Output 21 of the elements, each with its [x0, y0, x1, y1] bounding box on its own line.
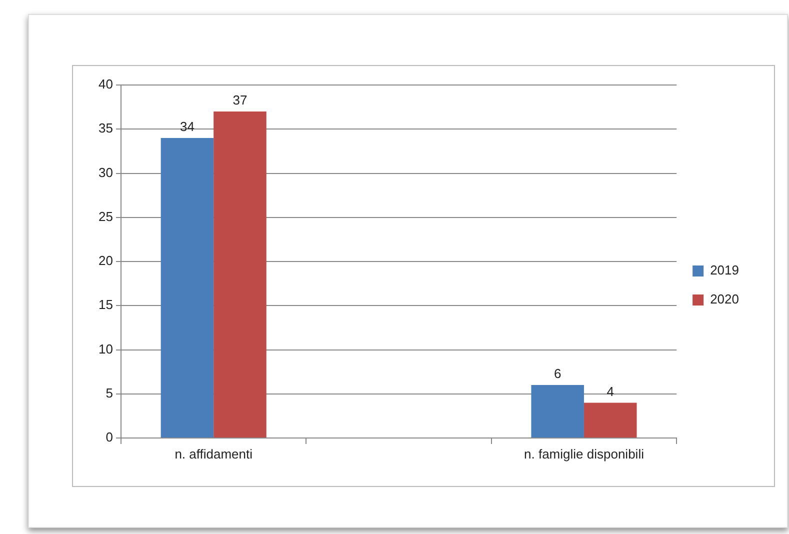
x-tick-label: n. affidamenti — [174, 446, 253, 462]
y-tick-label: 5 — [106, 385, 113, 400]
bar — [584, 402, 637, 438]
bar — [531, 385, 584, 438]
y-tick-label: 40 — [98, 76, 113, 92]
data-label: 34 — [180, 119, 194, 134]
y-tick-label: 15 — [98, 297, 113, 312]
y-tick-label: 20 — [98, 253, 113, 268]
y-tick-label: 10 — [98, 341, 113, 356]
bar — [214, 111, 266, 438]
y-tick-label: 0 — [106, 430, 113, 445]
data-label: 6 — [554, 366, 562, 382]
legend-label: 2020 — [710, 292, 739, 307]
y-tick-label: 30 — [98, 164, 113, 180]
legend-label: 2019 — [710, 262, 739, 278]
x-tick-label: n. famiglie disponibili — [524, 446, 644, 462]
bar — [160, 138, 214, 438]
y-tick-label: 35 — [98, 120, 113, 136]
data-label: 37 — [232, 92, 248, 108]
data-label: 4 — [606, 384, 614, 399]
y-tick-label: 25 — [98, 208, 113, 224]
